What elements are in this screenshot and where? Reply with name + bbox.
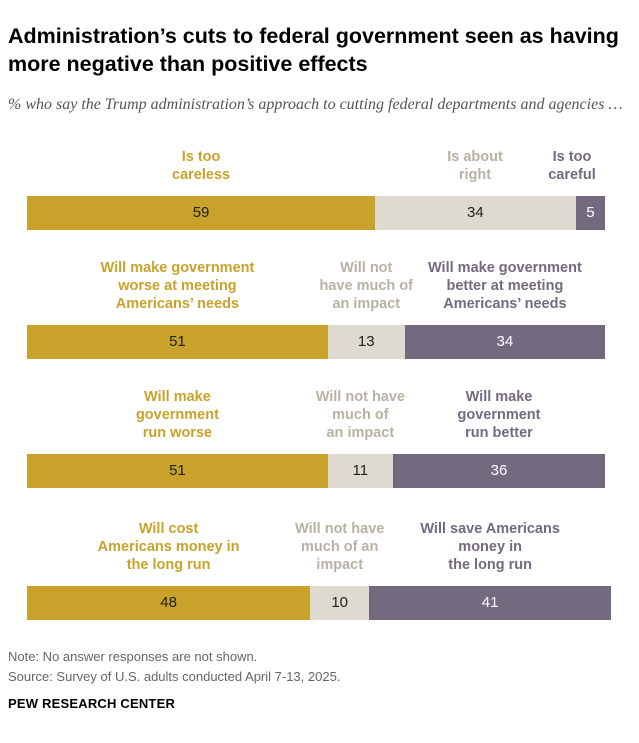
data-label: 36 <box>490 462 508 479</box>
category-label: Will make government worse at meeting Amer… <box>100 260 255 312</box>
bar-segment-neutral <box>327 325 405 359</box>
category-label: Will not have much of an impact <box>319 260 413 312</box>
data-label: 59 <box>192 204 210 221</box>
note-text: Note: No answer responses are not shown. <box>8 649 258 664</box>
chart-subtitle: % who say the Trump administration’s app… <box>8 96 623 113</box>
data-label: 5 <box>586 204 595 221</box>
bar-segment-negative <box>27 325 328 359</box>
category-label: Will make government run worse <box>135 389 219 441</box>
bar-segment-neutral <box>375 196 576 230</box>
source-text: Source: Survey of U.S. adults conducted … <box>8 669 341 684</box>
data-label: 34 <box>496 333 514 350</box>
category-label: Is about right <box>447 149 503 183</box>
bar-segment-neutral <box>327 454 393 488</box>
bar-segment-negative <box>27 586 311 620</box>
data-label: 41 <box>481 594 499 611</box>
category-label: Is too careful <box>548 149 596 183</box>
category-label: Will make government better at meeting Ame… <box>428 260 582 312</box>
bar-segment-positive <box>392 454 606 488</box>
chart-title: Administration’s cuts to federal governm… <box>8 24 619 76</box>
bar-segment-positive <box>369 586 612 620</box>
data-label: 48 <box>160 594 177 611</box>
data-label: 13 <box>357 333 375 350</box>
brand-label: PEW RESEARCH CENTER <box>8 696 176 711</box>
data-label: 11 <box>352 462 369 479</box>
data-label: 51 <box>169 333 186 350</box>
data-label: 34 <box>467 204 484 221</box>
category-label: Will not have much of an impact <box>315 389 405 441</box>
bar-segment-negative <box>27 196 376 230</box>
category-label: Will not have much of an impact <box>295 521 385 573</box>
category-label: Will make government run better <box>457 389 541 441</box>
bar-segment-positive <box>575 196 606 230</box>
bar-segment-neutral <box>310 586 370 620</box>
bar-segment-positive <box>404 325 606 359</box>
data-label: 51 <box>169 462 186 479</box>
data-label: 10 <box>331 594 349 611</box>
bar-segment-negative <box>27 454 328 488</box>
category-label: Will cost Americans money in the long run <box>97 521 240 573</box>
category-label: Will save Americans money in the long run <box>420 521 560 573</box>
category-label: Is too careless <box>172 149 231 183</box>
